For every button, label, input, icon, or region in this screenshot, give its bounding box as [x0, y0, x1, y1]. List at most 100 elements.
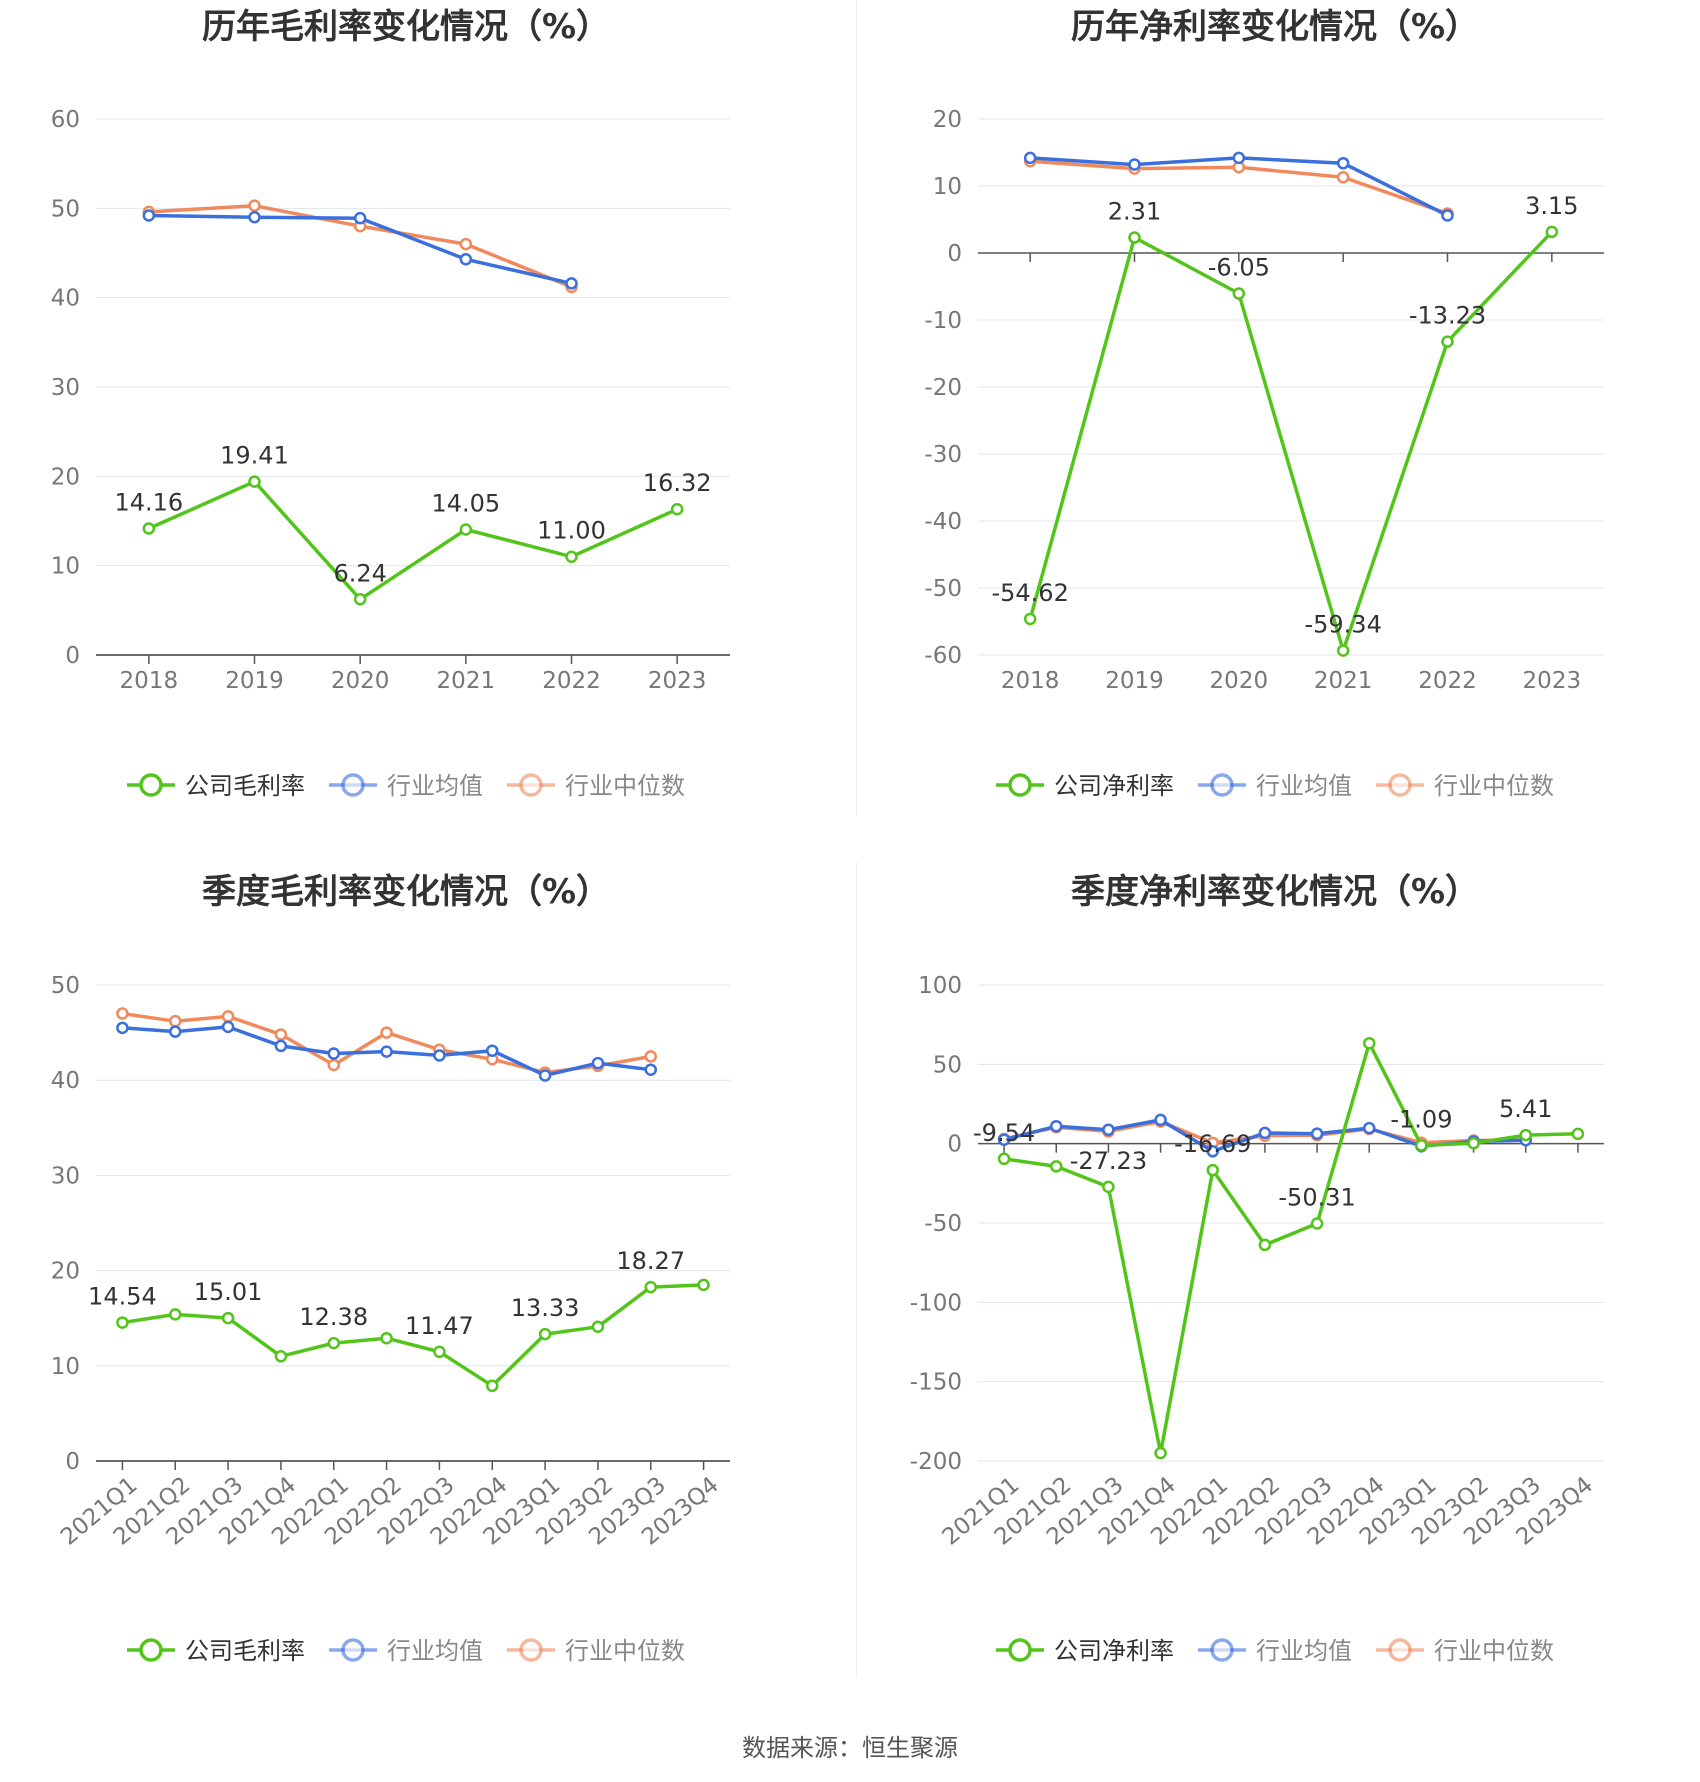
- data-point[interactable]: [538, 1069, 552, 1082]
- data-point[interactable]: [997, 1152, 1011, 1166]
- data-point[interactable]: [116, 1007, 129, 1020]
- data-point[interactable]: [1571, 1127, 1585, 1141]
- data-point[interactable]: [565, 550, 578, 563]
- data-point[interactable]: [248, 475, 261, 488]
- data-point[interactable]: [142, 209, 156, 222]
- data-point[interactable]: [1128, 231, 1141, 244]
- data-point[interactable]: [380, 1045, 393, 1058]
- data-point[interactable]: [1102, 1180, 1115, 1194]
- data-point[interactable]: [433, 1049, 446, 1062]
- data-point[interactable]: [697, 1278, 710, 1292]
- data-label: -13.23: [1409, 302, 1486, 330]
- data-point[interactable]: [1441, 209, 1454, 222]
- data-point[interactable]: [169, 1014, 182, 1028]
- legend-item[interactable]: 行业中位数: [507, 1637, 685, 1665]
- data-point[interactable]: [1050, 1119, 1063, 1133]
- data-label: 5.41: [1499, 1095, 1552, 1123]
- data-point[interactable]: [1336, 644, 1350, 657]
- y-tick-label: 30: [51, 375, 80, 401]
- data-point[interactable]: [1336, 156, 1350, 170]
- y-tick-label: -20: [924, 375, 962, 401]
- data-point[interactable]: [591, 1056, 605, 1070]
- data-point[interactable]: [486, 1379, 499, 1393]
- data-point[interactable]: [327, 1058, 340, 1072]
- data-point[interactable]: [221, 1020, 235, 1034]
- data-point[interactable]: [1467, 1136, 1480, 1150]
- data-point[interactable]: [1519, 1128, 1532, 1142]
- data-point[interactable]: [353, 593, 367, 606]
- data-point[interactable]: [1441, 335, 1454, 348]
- data-point[interactable]: [459, 253, 473, 266]
- data-point[interactable]: [116, 1316, 129, 1329]
- legend-label: 行业中位数: [1434, 772, 1554, 800]
- legend-item[interactable]: 行业均值: [329, 1637, 483, 1665]
- data-point[interactable]: [1128, 158, 1141, 171]
- data-point[interactable]: [670, 502, 684, 516]
- legend-item[interactable]: 行业中位数: [1376, 772, 1554, 800]
- data-point[interactable]: [486, 1044, 499, 1057]
- chart-panel-2: 历年净利率变化情况（%） -60 -50 -40 -30 -20 -10 0 10 20 2018 2…: [924, 7, 1604, 800]
- data-point[interactable]: [1336, 171, 1350, 184]
- data-point[interactable]: [380, 1331, 393, 1345]
- data-point[interactable]: [997, 1133, 1011, 1146]
- data-point[interactable]: [433, 1345, 446, 1359]
- data-label: 14.54: [88, 1283, 157, 1311]
- data-point[interactable]: [1206, 1145, 1219, 1158]
- data-point[interactable]: [142, 522, 156, 535]
- data-point[interactable]: [274, 1039, 288, 1053]
- data-label: 11.47: [405, 1312, 474, 1340]
- data-point[interactable]: [1023, 151, 1037, 165]
- data-point[interactable]: [1258, 1126, 1272, 1140]
- data-point[interactable]: [274, 1028, 288, 1041]
- data-point[interactable]: [116, 1021, 129, 1035]
- data-point[interactable]: [380, 1026, 393, 1039]
- data-point[interactable]: [221, 1311, 235, 1325]
- legend-item[interactable]: 公司净利率: [996, 1637, 1174, 1665]
- data-point[interactable]: [1310, 1217, 1324, 1230]
- data-point[interactable]: [459, 523, 473, 536]
- data-point[interactable]: [1363, 1121, 1376, 1135]
- data-point[interactable]: [538, 1327, 552, 1341]
- data-point[interactable]: [1206, 1163, 1219, 1177]
- data-point[interactable]: [565, 277, 578, 290]
- data-point[interactable]: [1023, 612, 1037, 626]
- data-point[interactable]: [169, 1308, 182, 1321]
- data-point[interactable]: [1154, 1113, 1167, 1127]
- data-point[interactable]: [327, 1047, 340, 1060]
- legend-item[interactable]: 行业均值: [329, 772, 483, 800]
- data-point[interactable]: [1102, 1123, 1115, 1136]
- data-point[interactable]: [1154, 1446, 1167, 1460]
- y-tick-label: -60: [924, 643, 962, 669]
- data-point[interactable]: [459, 237, 473, 251]
- data-point[interactable]: [1232, 287, 1246, 300]
- data-point[interactable]: [1363, 1036, 1376, 1050]
- data-point[interactable]: [1545, 225, 1559, 239]
- chart-title: 历年毛利率变化情况（%）: [202, 7, 610, 47]
- legend-item[interactable]: 行业均值: [1198, 1637, 1352, 1665]
- data-point[interactable]: [274, 1350, 288, 1363]
- data-point[interactable]: [327, 1336, 340, 1350]
- data-point[interactable]: [248, 199, 261, 212]
- data-point[interactable]: [1050, 1160, 1063, 1173]
- data-point[interactable]: [1415, 1139, 1428, 1152]
- legend-item[interactable]: 公司毛利率: [127, 1637, 305, 1665]
- legend-item[interactable]: 公司毛利率: [127, 772, 305, 800]
- legend-item[interactable]: 行业均值: [1198, 772, 1352, 800]
- data-point[interactable]: [644, 1063, 657, 1076]
- data-point[interactable]: [1258, 1238, 1272, 1252]
- data-point[interactable]: [353, 211, 367, 225]
- legend-marker: [139, 1638, 163, 1662]
- data-point[interactable]: [644, 1280, 657, 1294]
- legend-item[interactable]: 行业中位数: [507, 772, 685, 800]
- data-point[interactable]: [591, 1320, 605, 1334]
- data-point[interactable]: [248, 211, 261, 224]
- data-point[interactable]: [221, 1010, 235, 1023]
- data-point[interactable]: [1310, 1127, 1324, 1140]
- x-tick-label: 2023: [648, 668, 707, 694]
- data-point[interactable]: [1232, 151, 1246, 165]
- legend-item[interactable]: 公司净利率: [996, 772, 1174, 800]
- data-point[interactable]: [169, 1025, 182, 1038]
- y-tick-label: 20: [51, 464, 80, 490]
- data-point[interactable]: [644, 1050, 657, 1063]
- legend-item[interactable]: 行业中位数: [1376, 1637, 1554, 1665]
